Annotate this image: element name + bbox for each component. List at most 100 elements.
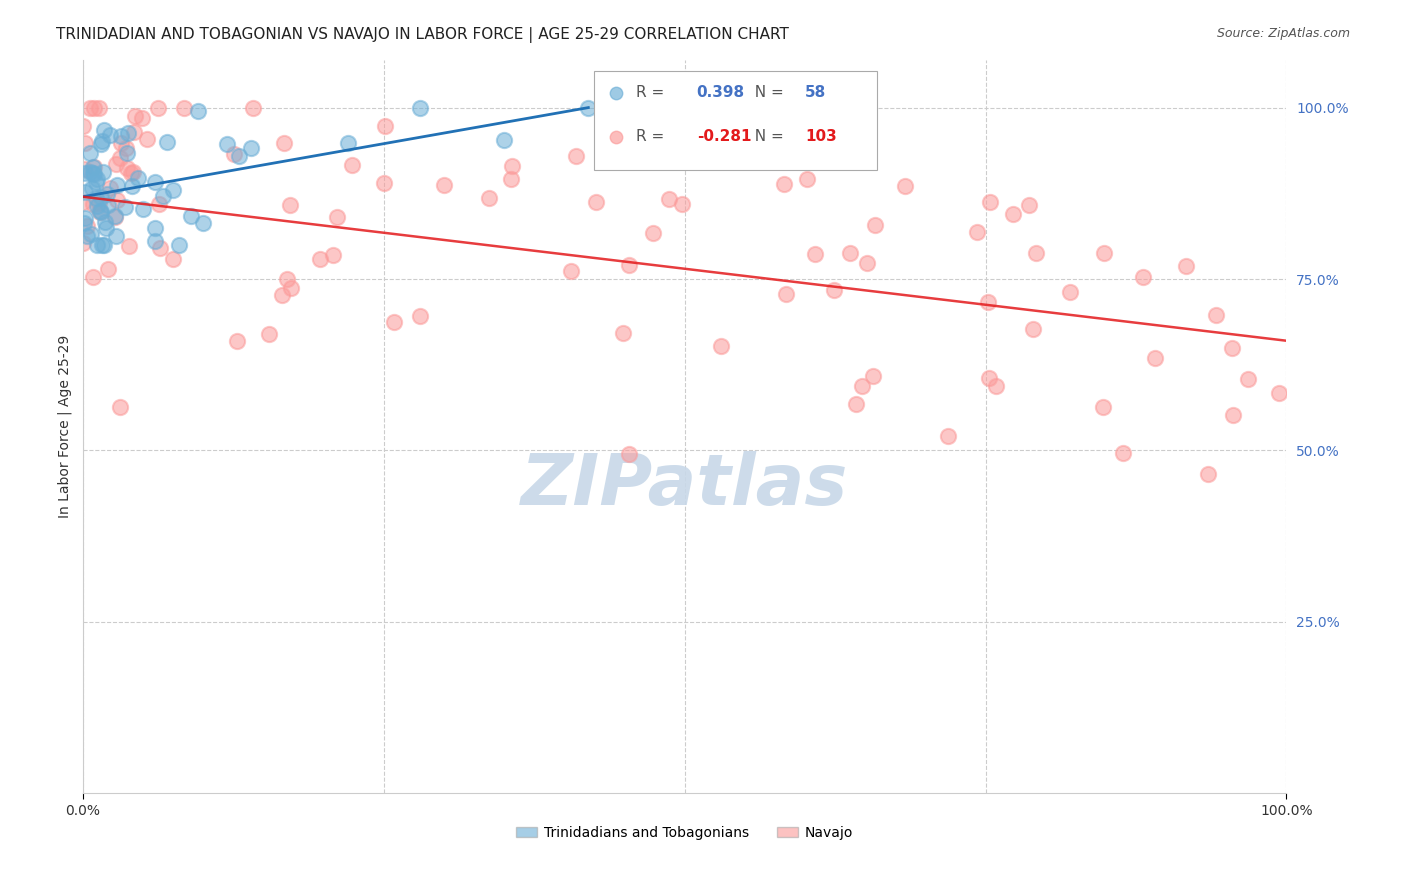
Point [104, 210, 127, 224]
Point [86, 199, 108, 213]
Text: N =: N = [745, 129, 789, 145]
Point [273, 136, 295, 150]
Point [772, 177, 794, 191]
Point [93, 237, 115, 252]
Text: TRINIDADIAN AND TOBAGONIAN VS NAVAJO IN LABOR FORCE | AGE 25-29 CORRELATION CHAR: TRINIDADIAN AND TOBAGONIAN VS NAVAJO IN … [56, 27, 789, 43]
Point [94, 215, 117, 229]
Point [1144, 351, 1167, 366]
Point [217, 136, 239, 151]
Point [585, 195, 607, 210]
Point [73, 161, 96, 176]
Point [73, 136, 96, 150]
Point [89, 204, 111, 219]
Point [658, 192, 681, 206]
Point [1025, 245, 1047, 260]
Text: -0.281: -0.281 [696, 129, 751, 145]
Point [936, 429, 959, 443]
Point [823, 283, 845, 297]
Point [838, 245, 860, 260]
Point [143, 221, 166, 235]
Point [108, 151, 131, 165]
Text: R =: R = [637, 129, 669, 145]
Text: Source: ZipAtlas.com: Source: ZipAtlas.com [1216, 27, 1350, 40]
Point [124, 110, 146, 124]
Point [100, 128, 122, 142]
Text: 0.398: 0.398 [696, 85, 745, 100]
Point [148, 197, 170, 211]
Point [804, 247, 827, 261]
Point [643, 226, 665, 240]
Point [79, 146, 101, 161]
Point [156, 136, 179, 150]
Point [862, 368, 884, 383]
Point [409, 101, 432, 115]
Point [86, 175, 108, 189]
Point [115, 141, 138, 155]
Point [863, 219, 886, 233]
Point [280, 280, 302, 294]
Point [336, 136, 359, 150]
Point [278, 198, 301, 212]
Point [90, 137, 112, 152]
Point [560, 264, 582, 278]
Point [131, 111, 153, 125]
Point [117, 127, 139, 141]
Point [494, 133, 516, 147]
Point [162, 252, 184, 266]
Point [977, 294, 1000, 309]
Point [242, 101, 264, 115]
Point [1220, 341, 1243, 355]
Point [309, 252, 332, 267]
Point [162, 183, 184, 197]
Point [845, 397, 868, 411]
Point [91, 164, 114, 178]
Point [1205, 309, 1227, 323]
Point [117, 239, 139, 253]
Y-axis label: In Labor Force | Age 25-29: In Labor Force | Age 25-29 [58, 334, 72, 518]
Point [75, 211, 97, 226]
Point [259, 326, 281, 341]
Point [149, 241, 172, 255]
Point [851, 379, 873, 393]
Point [121, 178, 143, 193]
Point [114, 200, 136, 214]
Text: 58: 58 [806, 85, 827, 100]
Point [73, 166, 96, 180]
Point [90, 205, 112, 219]
Point [127, 171, 149, 186]
Point [86, 237, 108, 252]
Point [89, 101, 111, 115]
Point [86, 171, 108, 186]
Point [576, 101, 599, 115]
Point [79, 165, 101, 179]
Point [1236, 372, 1258, 386]
Point [90, 237, 112, 252]
Point [1002, 207, 1025, 221]
Point [1018, 197, 1040, 211]
Point [82, 166, 104, 180]
Point [409, 310, 432, 324]
Point [104, 210, 127, 224]
Point [619, 447, 641, 461]
Point [104, 157, 127, 171]
Point [120, 166, 142, 180]
Point [1175, 260, 1198, 274]
Point [94, 221, 117, 235]
Point [1112, 446, 1135, 460]
Point [342, 158, 364, 172]
Point [96, 187, 118, 202]
Point [240, 141, 263, 155]
Point [222, 146, 245, 161]
Point [91, 134, 114, 148]
Point [1022, 322, 1045, 336]
Point [76, 228, 98, 243]
Point [979, 194, 1001, 209]
Point [1091, 400, 1114, 414]
Point [373, 176, 395, 190]
Point [122, 165, 145, 179]
Point [322, 248, 344, 262]
Point [115, 146, 138, 161]
Point [499, 171, 522, 186]
Point [977, 371, 1000, 385]
Point [1268, 385, 1291, 400]
